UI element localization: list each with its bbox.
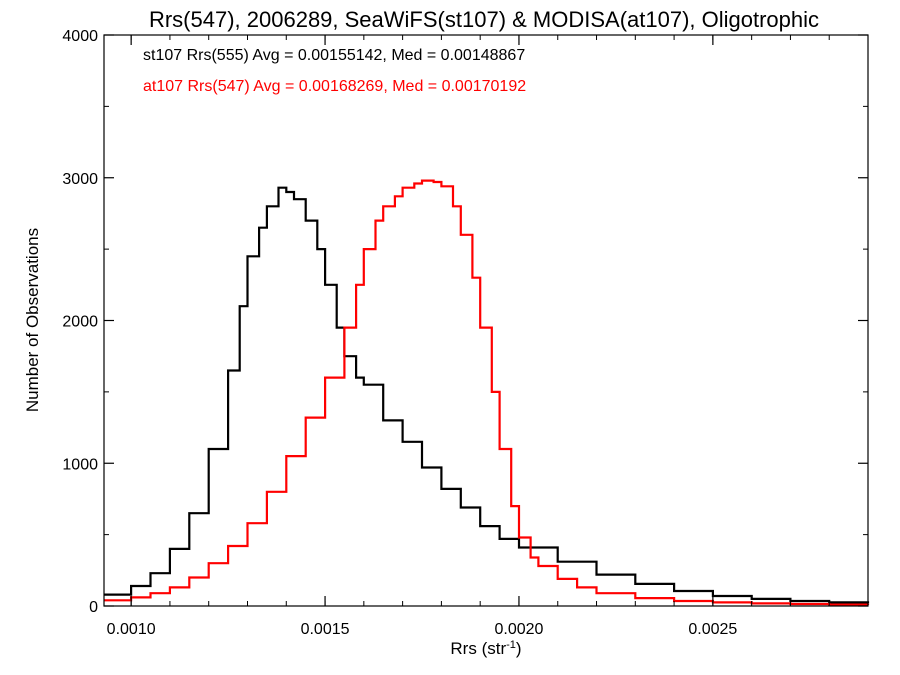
x-tick-label: 0.0010 — [107, 621, 156, 638]
x-axis-label: Rrs (str-1) — [450, 639, 521, 658]
y-tick-label: 2000 — [62, 314, 98, 331]
y-tick-label: 1000 — [62, 456, 98, 473]
x-axis-label-main: Rrs (str — [450, 639, 506, 658]
x-tick-label: 0.0025 — [688, 621, 737, 638]
x-axis-label-close: ) — [516, 639, 522, 658]
annotation-st107: st107 Rrs(555) Avg = 0.00155142, Med = 0… — [143, 47, 525, 64]
chart-title: Rrs(547), 2006289, SeaWiFS(st107) & MODI… — [149, 7, 819, 32]
x-axis-label-superscript: -1 — [506, 639, 516, 651]
series-line-1 — [104, 179, 870, 606]
x-tick-label: 0.0020 — [494, 621, 543, 638]
annotation-at107: at107 Rrs(547) Avg = 0.00168269, Med = 0… — [143, 78, 526, 95]
x-tick-label: 0.0015 — [301, 621, 350, 638]
y-tick-label: 0 — [89, 599, 98, 616]
y-tick-label: 4000 — [62, 28, 98, 45]
y-axis-label: Number of Observations — [23, 228, 42, 412]
series-line-0 — [104, 186, 870, 604]
y-tick-label: 3000 — [62, 171, 98, 188]
y-axis-ticks: 0 1000 2000 3000 4000 — [62, 28, 868, 616]
x-axis-ticks: 0.0010 0.0015 0.0020 0.0025 — [107, 35, 869, 638]
series-layer — [104, 179, 870, 606]
